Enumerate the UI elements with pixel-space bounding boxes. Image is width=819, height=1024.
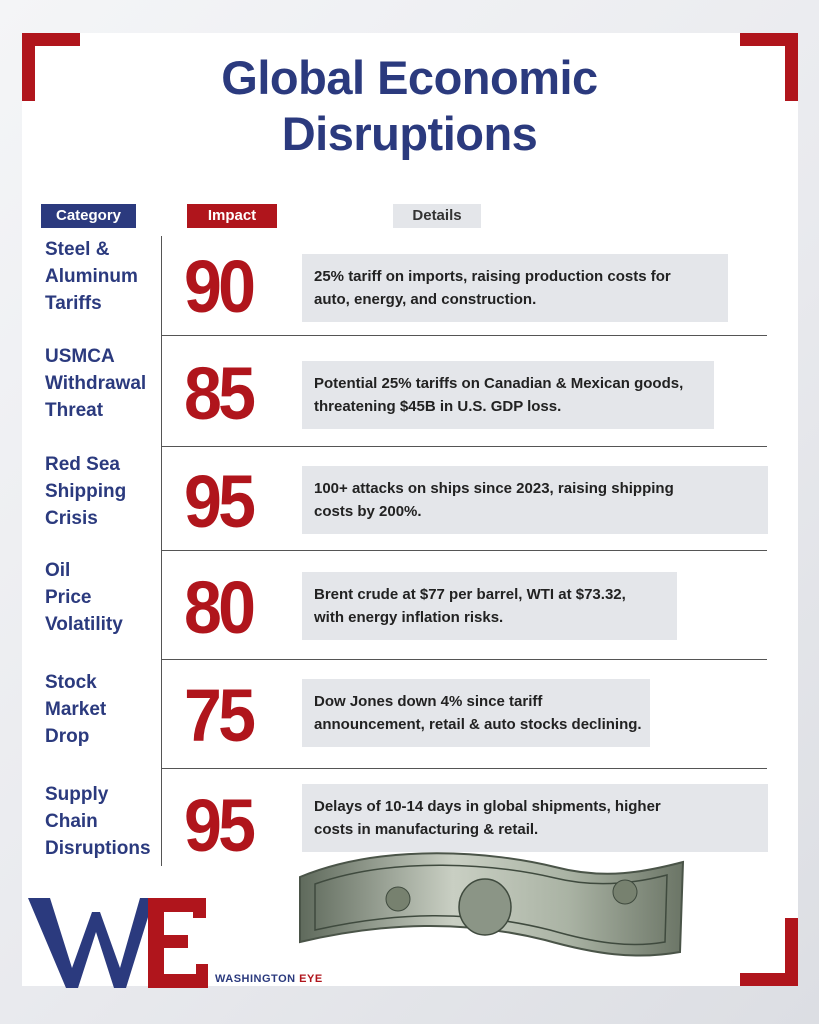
corner-accent-top-right (740, 33, 798, 101)
detail-box: 25% tariff on imports, raising productio… (302, 254, 728, 322)
impact-score: 95 (184, 460, 256, 543)
impact-score: 80 (184, 566, 256, 649)
row-separator (161, 768, 767, 769)
category-label: Stock Market Drop (45, 672, 107, 747)
detail-box: Delays of 10-14 days in global shipments… (302, 784, 768, 852)
row-separator (161, 659, 767, 660)
detail-box: Dow Jones down 4% since tariff announceme… (302, 679, 650, 747)
category-label: USMCA Withdrawal Threat (45, 346, 147, 421)
washington-eye-logo (28, 898, 208, 988)
category-label: Supply Chain Disruptions (45, 784, 151, 859)
header-category: Category (41, 204, 136, 228)
impact-score: 95 (184, 784, 256, 867)
row-separator (161, 550, 767, 551)
detail-box: Brent crude at $77 per barrel, WTI at $7… (302, 572, 677, 640)
category-label: Steel & Aluminum Tariffs (45, 239, 138, 314)
row-separator (161, 335, 767, 336)
header-details: Details (393, 204, 481, 228)
corner-accent-top-left (22, 33, 80, 101)
header-impact: Impact (187, 204, 277, 228)
brand-name: WASHINGTON EYE (215, 973, 323, 985)
detail-box: Potential 25% tariffs on Canadian & Mexi… (302, 361, 714, 429)
corner-accent-bottom-right (740, 918, 798, 986)
category-label: Oil Price Volatility (45, 560, 123, 635)
page-title: Global Economic Disruptions (0, 50, 819, 162)
row-separator (161, 446, 767, 447)
impact-score: 90 (184, 245, 256, 328)
dollar-bill-image (299, 852, 685, 957)
impact-score: 75 (184, 674, 256, 757)
detail-box: 100+ attacks on ships since 2023, raisin… (302, 466, 768, 534)
title-line-1: Global Economic (221, 51, 598, 104)
category-label: Red Sea Shipping Crisis (45, 454, 127, 529)
title-line-2: Disruptions (281, 107, 538, 160)
column-divider (161, 236, 162, 866)
impact-score: 85 (184, 352, 256, 435)
